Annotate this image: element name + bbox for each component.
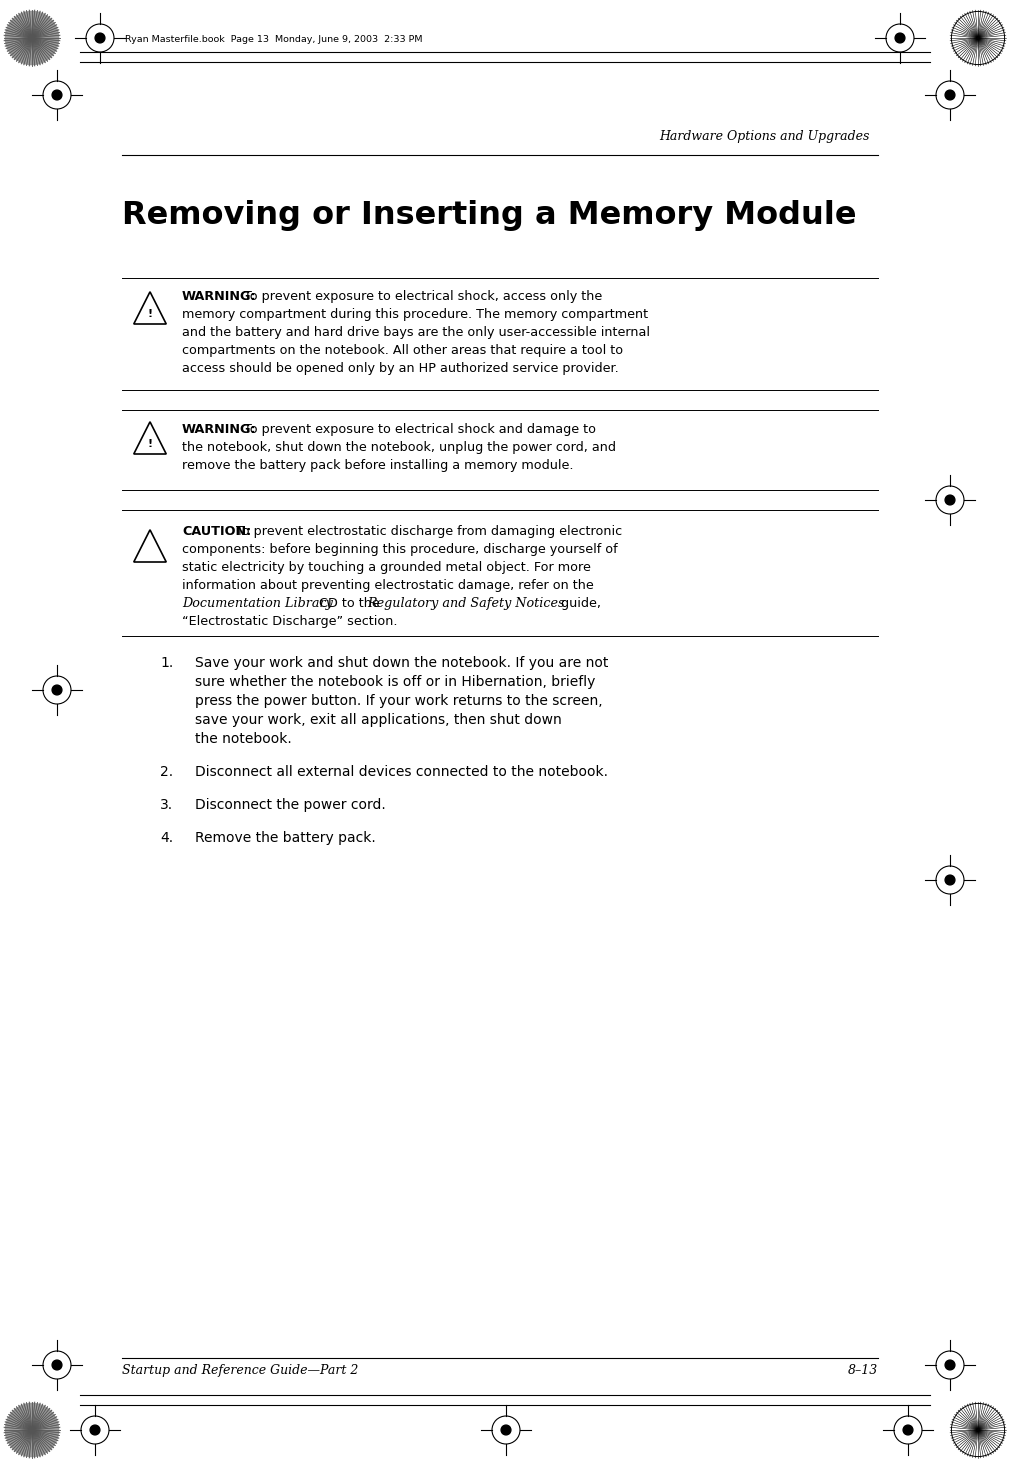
Circle shape: [5, 1404, 59, 1456]
Text: Save your work and shut down the notebook. If you are not: Save your work and shut down the noteboo…: [194, 656, 609, 670]
Circle shape: [945, 876, 955, 885]
Circle shape: [95, 34, 105, 42]
Text: access should be opened only by an HP authorized service provider.: access should be opened only by an HP au…: [182, 363, 619, 374]
Text: 4.: 4.: [160, 830, 173, 845]
Circle shape: [5, 12, 59, 64]
Text: !: !: [148, 308, 153, 319]
Circle shape: [945, 496, 955, 504]
Circle shape: [52, 91, 62, 99]
Text: WARNING:: WARNING:: [182, 289, 256, 303]
Text: guide,: guide,: [557, 596, 601, 610]
Text: Disconnect all external devices connected to the notebook.: Disconnect all external devices connecte…: [194, 765, 608, 779]
Text: Removing or Inserting a Memory Module: Removing or Inserting a Memory Module: [122, 200, 857, 231]
Text: static electricity by touching a grounded metal object. For more: static electricity by touching a grounde…: [182, 561, 591, 575]
Text: CD to the: CD to the: [315, 596, 384, 610]
Text: CAUTION:: CAUTION:: [182, 525, 251, 538]
Text: To prevent exposure to electrical shock, access only the: To prevent exposure to electrical shock,…: [244, 289, 603, 303]
Circle shape: [945, 1360, 955, 1370]
Text: WARNING:: WARNING:: [182, 423, 256, 436]
Text: To prevent exposure to electrical shock and damage to: To prevent exposure to electrical shock …: [244, 423, 596, 436]
Text: save your work, exit all applications, then shut down: save your work, exit all applications, t…: [194, 713, 562, 727]
Text: Startup and Reference Guide—Part 2: Startup and Reference Guide—Part 2: [122, 1364, 359, 1377]
Text: and the battery and hard drive bays are the only user-accessible internal: and the battery and hard drive bays are …: [182, 326, 650, 339]
Text: 3.: 3.: [160, 798, 173, 811]
Text: Documentation Library: Documentation Library: [182, 596, 333, 610]
Text: 8–13: 8–13: [848, 1364, 878, 1377]
Text: Remove the battery pack.: Remove the battery pack.: [194, 830, 376, 845]
Text: compartments on the notebook. All other areas that require a tool to: compartments on the notebook. All other …: [182, 344, 623, 357]
Text: !: !: [148, 439, 153, 449]
Text: Hardware Options and Upgrades: Hardware Options and Upgrades: [659, 130, 870, 143]
Text: press the power button. If your work returns to the screen,: press the power button. If your work ret…: [194, 694, 603, 708]
Circle shape: [904, 1425, 913, 1434]
Text: components: before beginning this procedure, discharge yourself of: components: before beginning this proced…: [182, 542, 618, 556]
Text: information about preventing electrostatic damage, refer on the: information about preventing electrostat…: [182, 579, 594, 592]
Text: To prevent electrostatic discharge from damaging electronic: To prevent electrostatic discharge from …: [236, 525, 622, 538]
Text: memory compartment during this procedure. The memory compartment: memory compartment during this procedure…: [182, 308, 648, 322]
Text: sure whether the notebook is off or in Hibernation, briefly: sure whether the notebook is off or in H…: [194, 675, 596, 689]
Text: the notebook.: the notebook.: [194, 732, 292, 746]
Text: Ryan Masterfile.book  Page 13  Monday, June 9, 2003  2:33 PM: Ryan Masterfile.book Page 13 Monday, Jun…: [125, 35, 422, 44]
Circle shape: [52, 686, 62, 694]
Text: Regulatory and Safety Notices: Regulatory and Safety Notices: [367, 596, 564, 610]
Text: 2.: 2.: [160, 765, 173, 779]
Circle shape: [90, 1425, 100, 1434]
Text: the notebook, shut down the notebook, unplug the power cord, and: the notebook, shut down the notebook, un…: [182, 442, 616, 455]
Text: remove the battery pack before installing a memory module.: remove the battery pack before installin…: [182, 459, 573, 472]
Text: Disconnect the power cord.: Disconnect the power cord.: [194, 798, 386, 811]
Circle shape: [501, 1425, 511, 1434]
Circle shape: [895, 34, 905, 42]
Circle shape: [945, 91, 955, 99]
Text: 1.: 1.: [160, 656, 173, 670]
Circle shape: [52, 1360, 62, 1370]
Text: “Electrostatic Discharge” section.: “Electrostatic Discharge” section.: [182, 616, 397, 629]
